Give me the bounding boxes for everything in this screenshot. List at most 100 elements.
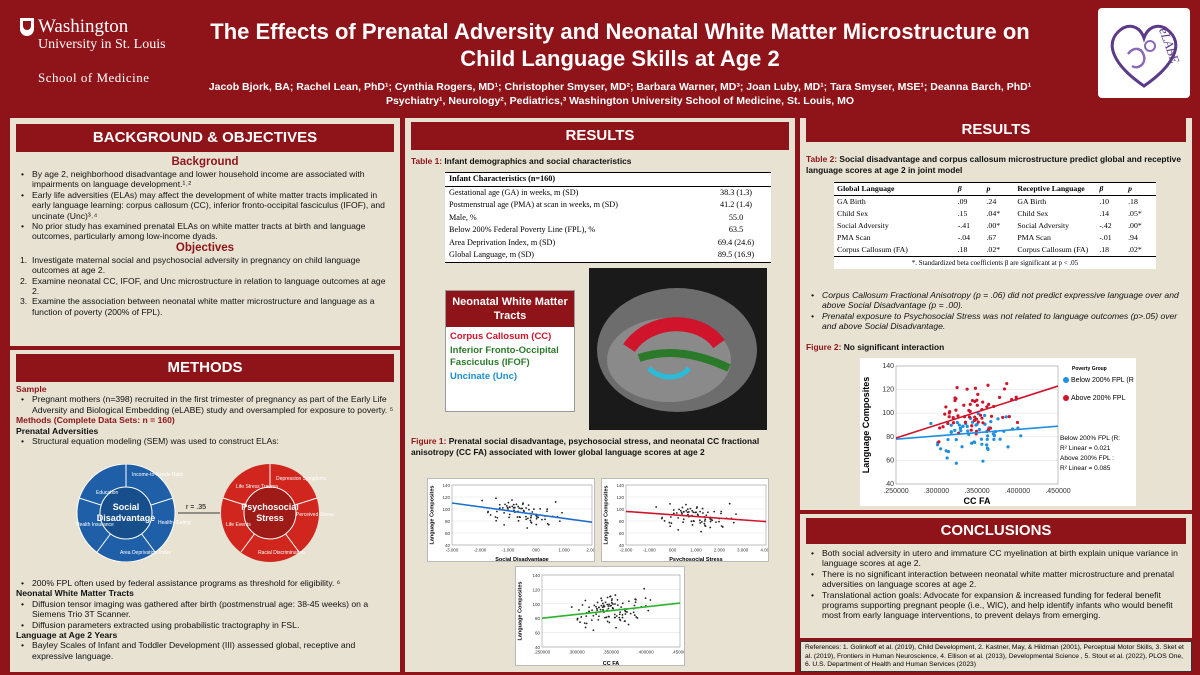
scatter-point xyxy=(981,459,985,463)
scatter-point xyxy=(530,521,532,524)
scatter-point xyxy=(529,516,532,519)
scatter-point xyxy=(713,510,716,513)
scatter-point xyxy=(610,604,613,607)
scatter-point xyxy=(992,437,996,441)
table1-caption: Table 1: Infant demographics and social … xyxy=(411,156,632,166)
segment-label: Racial Discrimination xyxy=(258,550,305,556)
scatter-point xyxy=(707,511,709,514)
scatter-point xyxy=(687,511,690,513)
scatter-point xyxy=(595,607,598,610)
x-tick-label: .350000 xyxy=(964,488,989,495)
results2-bullet: Corpus Callosum Fractional Anisotropy (p… xyxy=(806,290,1186,311)
scatter-point xyxy=(976,420,980,424)
scatter-point xyxy=(607,615,610,618)
scatter-point xyxy=(941,425,945,429)
scatter-point xyxy=(609,595,611,598)
scatter-point xyxy=(501,506,504,509)
language-heading: Language at Age 2 Years xyxy=(16,630,118,641)
scatter-point xyxy=(596,601,599,604)
scatter-point xyxy=(632,611,635,614)
scatter-point xyxy=(618,618,621,621)
institution-subname: University in St. Louis xyxy=(38,37,166,52)
scatter-point xyxy=(602,608,604,611)
scatter-point xyxy=(929,421,933,426)
scatter-point xyxy=(608,621,611,624)
scatter-point xyxy=(613,616,616,619)
scatter-point xyxy=(533,508,535,511)
sample-heading: Sample xyxy=(16,384,47,394)
methods-panel: METHODS Sample Pregnant mothers (n=398) … xyxy=(10,350,400,672)
scatter-point xyxy=(973,399,977,404)
y-tick-label: 60 xyxy=(619,531,625,536)
scatter-point xyxy=(977,427,981,432)
scatter-point xyxy=(615,615,618,617)
scatter-social-disadvantage: 40 60 80 100 120 140 -3.000 -2.000 -1.000 000 1.00… xyxy=(427,478,595,562)
scatter-point xyxy=(621,602,624,605)
scatter-point xyxy=(685,503,687,506)
institution-name: Washington xyxy=(38,16,129,37)
scatter-point xyxy=(983,413,987,418)
scatter-point xyxy=(962,403,966,407)
logo-text: eLABE xyxy=(1156,26,1183,66)
y-tick-label: 40 xyxy=(445,543,451,548)
scatter-point xyxy=(954,408,958,412)
fpl-bullet: 200% FPL often used by federal assistanc… xyxy=(16,578,396,589)
shield-icon xyxy=(20,18,34,36)
scatter-point xyxy=(618,616,621,619)
scatter-point xyxy=(955,420,960,425)
scatter-point xyxy=(539,507,542,510)
segment-label: Healthy Eating xyxy=(158,520,191,526)
scatter-point xyxy=(607,607,610,610)
y-tick-label: 140 xyxy=(616,483,624,488)
wm-bullet: Diffusion parameters extracted using pro… xyxy=(16,620,396,631)
psych-label-line2: Stress xyxy=(256,513,284,523)
scatter-point xyxy=(958,426,962,430)
scatter-point xyxy=(989,414,994,418)
scatter-point xyxy=(585,615,588,618)
scatter-point xyxy=(647,609,650,612)
x-axis-label: Psychosocial Stress xyxy=(669,557,723,562)
scatter-point xyxy=(668,521,671,524)
scatter-point xyxy=(969,428,973,432)
scatter-point xyxy=(953,428,957,432)
scatter-point xyxy=(709,526,712,529)
scatter-point xyxy=(661,516,663,519)
scatter-point xyxy=(663,520,666,522)
tract-cc: Corpus Callosum (CC) xyxy=(450,331,552,342)
scatter-point xyxy=(530,515,533,517)
x-tick-label: .400000 xyxy=(1005,488,1030,495)
y-tick-label: 120 xyxy=(882,387,894,394)
scatter-point xyxy=(495,497,497,500)
t2-head: Receptive Language xyxy=(1017,184,1085,193)
scatter-point xyxy=(972,440,976,444)
scatter-point xyxy=(975,403,979,407)
scatter-point xyxy=(735,513,737,516)
scatter-point xyxy=(970,424,974,428)
scatter-point xyxy=(957,423,961,427)
scatter-point xyxy=(720,525,723,527)
scatter-point xyxy=(599,608,602,611)
scatter-point xyxy=(496,516,499,519)
t2-head: β xyxy=(1099,184,1104,193)
scatter-point xyxy=(627,623,630,626)
y-axis-label: Language Composites xyxy=(430,486,436,545)
scatter-point xyxy=(578,609,580,611)
scatter-point xyxy=(605,616,608,619)
y-axis-label: Language Composites xyxy=(518,582,524,641)
background-bullet: By age 2, neighborhood disadvantage and … xyxy=(16,169,394,190)
scatter-point xyxy=(985,446,989,450)
scatter-point xyxy=(635,616,638,618)
scatter-point xyxy=(981,400,985,404)
scatter-point xyxy=(518,515,521,518)
scatter-point xyxy=(680,511,683,514)
legend-entry: Above 200% FPL xyxy=(1071,395,1126,402)
scatter-point xyxy=(704,518,707,521)
scatter-point xyxy=(937,440,941,444)
scatter-point xyxy=(682,510,685,513)
scatter-point xyxy=(546,510,548,513)
scatter-point xyxy=(991,432,995,436)
scatter-point xyxy=(947,411,951,415)
table1-cell: Gestational age (GA) in weeks, m (SD) xyxy=(449,187,579,197)
scatter-point xyxy=(503,511,506,514)
scatter-point xyxy=(715,521,717,524)
